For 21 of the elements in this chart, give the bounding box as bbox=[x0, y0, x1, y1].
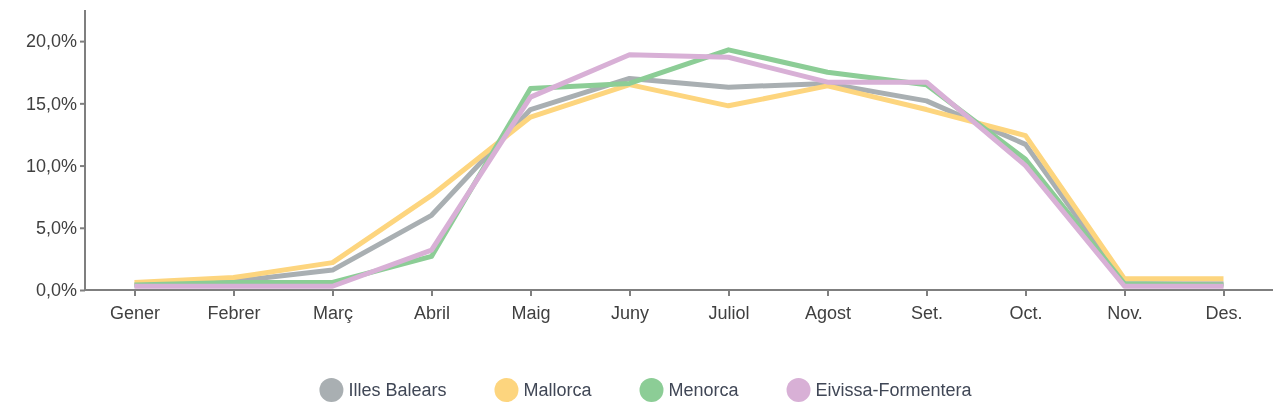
x-tick-label: Febrer bbox=[207, 302, 261, 323]
legend-label: Menorca bbox=[668, 380, 740, 400]
x-tick-label: Juny bbox=[610, 302, 650, 323]
x-tick-label: Juliol bbox=[708, 302, 750, 323]
x-tick-label: Agost bbox=[804, 302, 852, 323]
x-tick-label: Des. bbox=[1205, 302, 1243, 323]
y-tick-label: 5,0% bbox=[35, 218, 77, 239]
y-tick-label: 0,0% bbox=[35, 280, 77, 301]
x-tick-label: Set. bbox=[910, 302, 944, 323]
legend-label: Mallorca bbox=[523, 380, 593, 400]
x-tick-label: Gener bbox=[109, 302, 161, 323]
y-tick-label: 15,0% bbox=[25, 93, 77, 114]
y-tick-label: 20,0% bbox=[25, 31, 77, 52]
y-tick-label: 10,0% bbox=[25, 155, 77, 176]
legend-label: Eivissa-Formentera bbox=[815, 380, 973, 400]
x-tick-label: Març bbox=[313, 302, 353, 323]
x-tick-label: Maig bbox=[511, 302, 551, 323]
legend-label: Illes Balears bbox=[348, 380, 447, 400]
x-tick-label: Abril bbox=[413, 302, 451, 323]
x-tick-label: Oct. bbox=[1009, 302, 1043, 323]
x-tick-label: Nov. bbox=[1107, 302, 1143, 323]
